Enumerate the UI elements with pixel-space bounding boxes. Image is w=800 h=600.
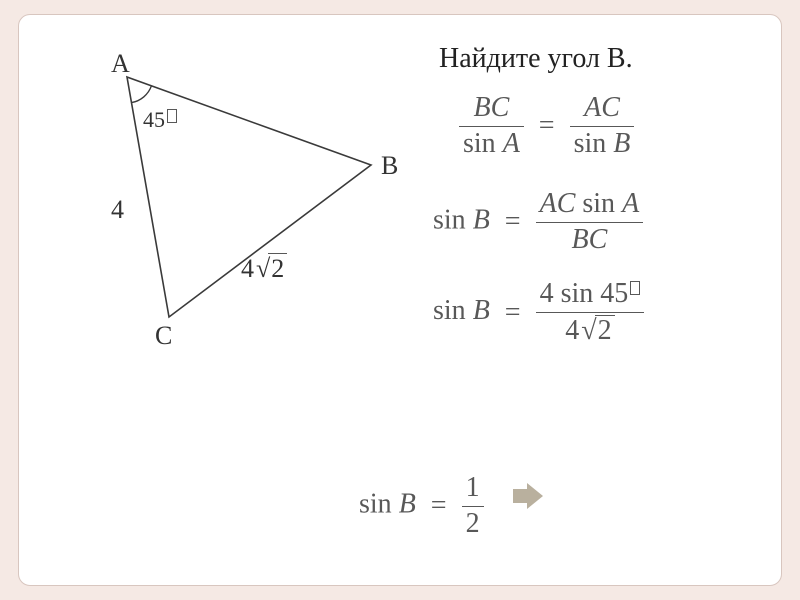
sub-lhs-arg: B [473,295,490,326]
triangle-figure [19,15,419,375]
los-right-den-arg: B [613,128,630,159]
eq-solve-sinB: sin B = AC sin A BC [433,189,643,256]
deg-placeholder-icon [630,281,640,295]
res-lhs-fn: sin [359,489,392,520]
sinB-lhs-fn: sin [433,205,466,236]
res-den: 2 [462,507,484,540]
sub-den-radicand: 2 [595,315,615,347]
los-left-num: BC [474,92,510,123]
eq-law-of-sines: BC sin A = AC sin B [459,93,634,160]
vertex-label-C: C [155,321,172,351]
vertex-label-B: B [381,151,398,181]
sub-den-coeff: 4 [565,315,579,346]
next-arrow-icon [509,483,549,523]
slide-card: A B C 45 4 4√2 Найдите угол В. BC sin A … [18,14,782,586]
sub-lhs-fn: sin [433,295,466,326]
sinB-num-arg: A [622,188,639,219]
problem-title: Найдите угол В. [439,43,633,75]
deg-placeholder-icon [167,109,177,123]
arrow-shape [513,483,543,509]
los-right-num: AC [584,92,620,123]
res-lhs-arg: B [399,489,416,520]
angle-A-label: 45 [143,107,177,133]
eq-substitute: sin B = 4 sin 45 4√2 [433,279,644,347]
eq-result: sin B = 1 2 [359,473,484,540]
sinB-den: BC [571,224,607,255]
sinB-num-fn: sin [582,188,615,219]
los-left-den-arg: A [503,128,520,159]
sub-num-angle: 45 [600,278,628,309]
side-AC-label: 4 [111,195,124,225]
sub-num-fn: sin [561,278,594,309]
sub-num-coeff: 4 [540,278,554,309]
los-right-den-fn: sin [574,128,607,159]
los-left-den-fn: sin [463,128,496,159]
res-num: 1 [462,473,484,507]
angle-A-value: 45 [143,107,165,132]
sinB-num-left: AC [540,188,576,219]
vertex-label-A: A [111,49,130,79]
sinB-lhs-arg: B [473,205,490,236]
side-BC-label: 4√2 [241,253,287,284]
